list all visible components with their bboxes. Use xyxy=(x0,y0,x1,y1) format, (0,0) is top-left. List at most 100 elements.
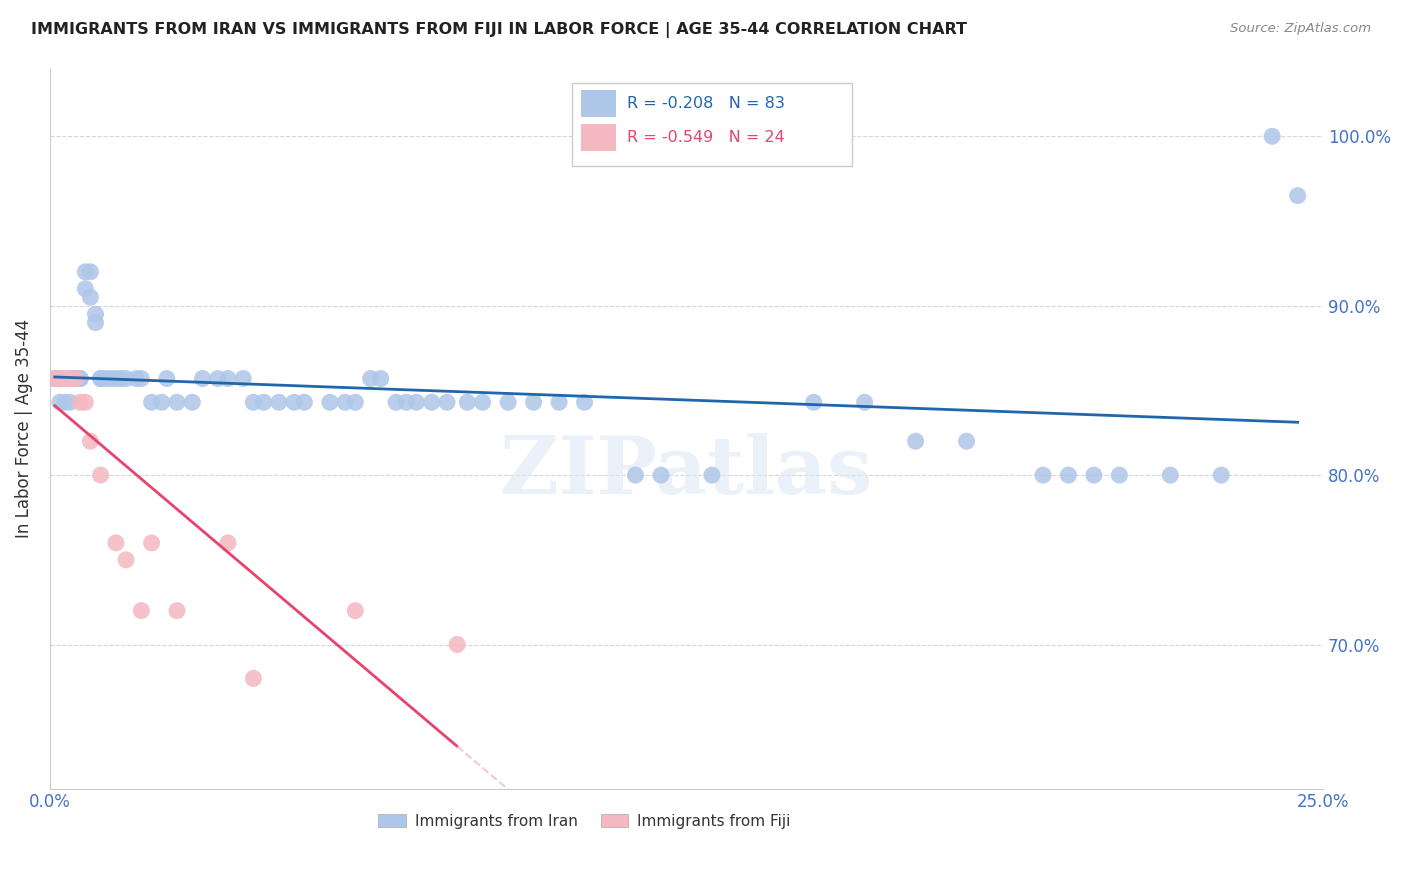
Point xyxy=(53,371,76,385)
Point xyxy=(44,371,66,385)
Point xyxy=(53,371,76,385)
Point xyxy=(59,395,82,409)
Point xyxy=(44,371,66,385)
Point xyxy=(1032,468,1054,483)
Point xyxy=(252,395,274,409)
FancyBboxPatch shape xyxy=(581,124,616,152)
Text: R = -0.549   N = 24: R = -0.549 N = 24 xyxy=(627,130,785,145)
Point xyxy=(53,371,76,385)
Point xyxy=(1211,468,1233,483)
Point xyxy=(344,395,367,409)
Point xyxy=(84,316,107,330)
Point xyxy=(523,395,546,409)
Point xyxy=(181,395,204,409)
Point xyxy=(1159,468,1181,483)
Point xyxy=(53,395,76,409)
FancyBboxPatch shape xyxy=(572,83,852,166)
Point xyxy=(217,371,239,385)
Point xyxy=(53,371,76,385)
Point xyxy=(150,395,173,409)
Point xyxy=(75,282,97,296)
Point xyxy=(853,395,876,409)
Point xyxy=(79,265,101,279)
Point xyxy=(1108,468,1130,483)
Text: Source: ZipAtlas.com: Source: ZipAtlas.com xyxy=(1230,22,1371,36)
Point xyxy=(104,536,127,550)
Point xyxy=(69,371,91,385)
Point xyxy=(624,468,647,483)
Point xyxy=(59,371,82,385)
Point xyxy=(955,434,977,449)
Point xyxy=(141,536,163,550)
Point xyxy=(207,371,229,385)
Point xyxy=(53,371,76,385)
Point xyxy=(232,371,254,385)
Point xyxy=(242,672,264,686)
Point xyxy=(110,371,132,385)
Point xyxy=(49,371,72,385)
Point xyxy=(63,371,86,385)
Point xyxy=(75,395,97,409)
Point xyxy=(59,371,82,385)
Point xyxy=(385,395,408,409)
Point xyxy=(166,604,188,618)
Point xyxy=(53,371,76,385)
Y-axis label: In Labor Force | Age 35-44: In Labor Force | Age 35-44 xyxy=(15,319,32,538)
Point xyxy=(574,395,596,409)
Point xyxy=(548,395,571,409)
Point xyxy=(420,395,443,409)
Point xyxy=(49,371,72,385)
Point xyxy=(49,371,72,385)
Point xyxy=(79,290,101,304)
Point xyxy=(395,395,418,409)
Point xyxy=(1286,188,1309,202)
Point xyxy=(69,371,91,385)
Point xyxy=(360,371,382,385)
Point xyxy=(115,371,138,385)
Point xyxy=(131,604,153,618)
Point xyxy=(217,536,239,550)
Point xyxy=(63,371,86,385)
Point xyxy=(59,371,82,385)
Point xyxy=(904,434,927,449)
Point xyxy=(59,371,82,385)
Point xyxy=(242,395,264,409)
Point xyxy=(333,395,356,409)
Point xyxy=(53,371,76,385)
Point xyxy=(344,604,367,618)
Point xyxy=(90,371,112,385)
Point xyxy=(115,553,138,567)
Point xyxy=(456,395,478,409)
Point xyxy=(319,395,342,409)
Point xyxy=(141,395,163,409)
Point xyxy=(125,371,148,385)
Point xyxy=(84,307,107,321)
Point xyxy=(44,371,66,385)
Point xyxy=(63,371,86,385)
Point xyxy=(803,395,825,409)
Point xyxy=(44,371,66,385)
Point xyxy=(405,395,427,409)
Text: ZIPatlas: ZIPatlas xyxy=(501,433,873,511)
Point xyxy=(63,371,86,385)
FancyBboxPatch shape xyxy=(581,90,616,118)
Point xyxy=(79,434,101,449)
Point xyxy=(496,395,519,409)
Point xyxy=(471,395,494,409)
Point xyxy=(49,395,72,409)
Point xyxy=(650,468,672,483)
Point xyxy=(75,265,97,279)
Point xyxy=(1083,468,1105,483)
Point xyxy=(94,371,117,385)
Point xyxy=(267,395,290,409)
Point xyxy=(100,371,122,385)
Point xyxy=(59,371,82,385)
Point xyxy=(49,371,72,385)
Point xyxy=(1057,468,1080,483)
Point xyxy=(370,371,392,385)
Point xyxy=(292,395,315,409)
Point xyxy=(700,468,723,483)
Point xyxy=(283,395,305,409)
Point xyxy=(436,395,458,409)
Point xyxy=(131,371,153,385)
